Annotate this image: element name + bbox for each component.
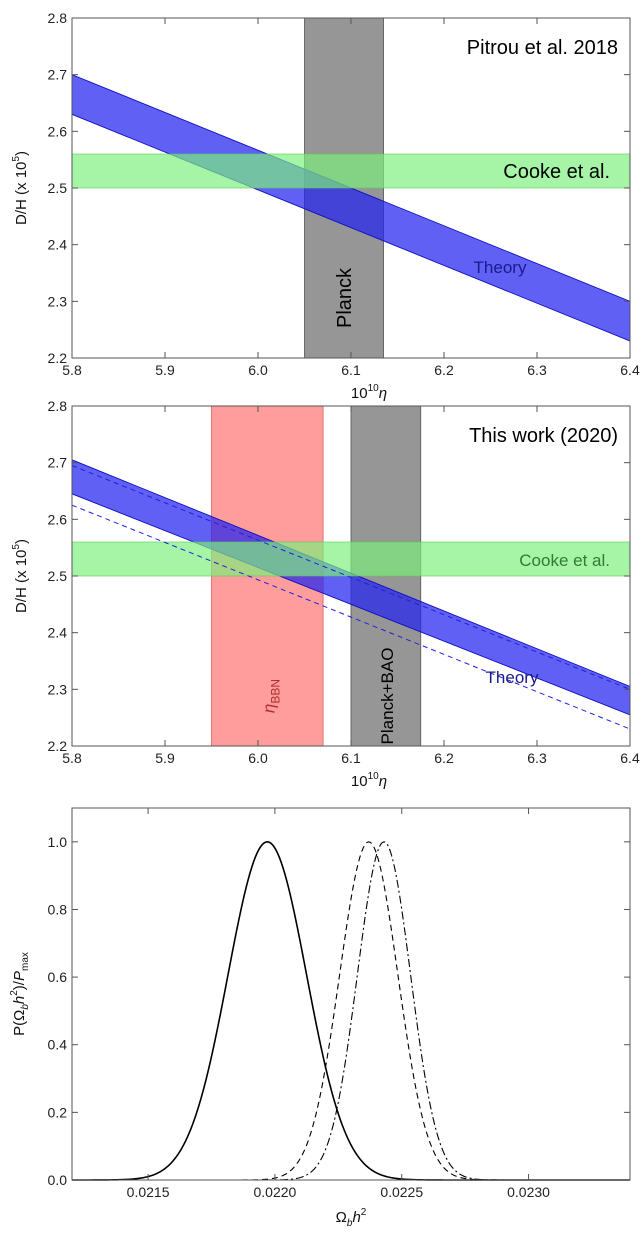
eta-bbn-label: ηBBN	[259, 679, 282, 713]
cooke-label: Cooke et al.	[519, 551, 610, 570]
x-label-var: η	[379, 385, 387, 402]
x-tick-label: 5.8	[62, 750, 82, 766]
panel-annotation-title: This work (2020)	[469, 425, 618, 447]
x-tick-label: 5.9	[155, 750, 175, 766]
cooke-label: Cooke et al.	[503, 161, 610, 183]
y-tick-label: 2.5	[48, 180, 68, 196]
x-tick-label: 0.0225	[380, 1184, 423, 1200]
y-axis-label: P(Ωbh2)/Pmax	[9, 952, 31, 1036]
x-label-sup: 10	[368, 771, 380, 782]
x-label-sup: 2	[361, 1207, 367, 1218]
y-label-end: )/	[11, 980, 28, 990]
planck-bao-label: Planck+BAO	[378, 648, 397, 745]
x-label-main: Ω	[336, 1209, 347, 1226]
y-label-end: )	[13, 539, 30, 544]
x-tick-label: 0.0230	[507, 1184, 550, 1200]
x-tick-label: 6.3	[527, 750, 547, 766]
y-label-main: D/H (x 10	[13, 550, 30, 613]
y-tick-label: 2.6	[48, 123, 68, 139]
cooke-band	[72, 541, 630, 577]
theory-band	[72, 74, 630, 342]
x-label-main: 10	[351, 773, 368, 790]
panel-pitrou-2018: 5.8 5.9 6.0 6.1 6.2 6.3 6.4 2.2 2.3 2.4 2.5 2.6 2.7 2…	[11, 10, 640, 402]
x-label-sup: 10	[368, 383, 380, 394]
plot-body	[72, 406, 630, 746]
x-tick-label: 6.0	[248, 750, 268, 766]
y-tick-label: 2.6	[48, 511, 68, 527]
y-tick-label: 2.8	[48, 398, 68, 414]
y-tick-label: 0.0	[48, 1172, 68, 1188]
theory-label: Theory	[474, 258, 527, 277]
eta-bbn-label-main: η	[259, 704, 278, 713]
y-tick-label: 0.4	[48, 1037, 68, 1053]
x-tick-label: 6.1	[341, 750, 361, 766]
y-tick-label: 2.7	[48, 67, 68, 83]
y-label-sup: 5	[11, 544, 22, 550]
posterior-curve-solid	[72, 841, 630, 1181]
theory-dashed-line	[72, 504, 630, 730]
y-tick-label: 2.2	[48, 350, 68, 366]
y-label-sup: 5	[11, 156, 22, 162]
planck-label: Planck	[334, 267, 356, 328]
y-tick-label: 2.3	[48, 681, 68, 697]
y-label-sup: 2	[9, 990, 20, 996]
x-tick-label: 6.4	[620, 362, 640, 378]
x-tick-label: 6.0	[248, 362, 268, 378]
y-tick-label: 2.5	[48, 568, 68, 584]
theory-dashed-line	[72, 465, 630, 690]
y-axis-label: D/H (x 105)	[11, 539, 30, 613]
x-axis-label: Ωbh2	[336, 1207, 367, 1229]
x-tick-label: 6.4	[620, 750, 640, 766]
y-tick-label: 0.8	[48, 901, 68, 917]
plot-frame	[71, 807, 631, 1181]
y-label-var: P	[11, 971, 28, 981]
theory-band	[72, 459, 630, 716]
y-tick-label: 2.2	[48, 738, 68, 754]
y-tick-label: 0.2	[48, 1104, 68, 1120]
eta-bbn-label-sub: BBN	[268, 679, 282, 704]
y-label-main: P(Ω	[11, 1010, 28, 1036]
y-tick-label: 2.8	[48, 10, 68, 26]
posterior-curve-dashed	[72, 841, 630, 1181]
y-tick-label: 2.4	[48, 237, 68, 253]
y-tick-label: 2.4	[48, 625, 68, 641]
x-tick-label: 5.8	[62, 362, 82, 378]
x-tick-label: 0.0220	[253, 1184, 296, 1200]
plot-body	[72, 18, 630, 358]
y-label-sub2: max	[20, 952, 31, 971]
x-tick-label: 6.1	[341, 362, 361, 378]
panel-this-work-2020: 5.8 5.9 6.0 6.1 6.2 6.3 6.4 2.2 2.3 2.4 2.5 2.6 2.7 2…	[11, 398, 640, 790]
theory-label: Theory	[486, 668, 539, 687]
x-tick-label: 6.2	[434, 750, 454, 766]
y-label-end: )	[13, 151, 30, 156]
x-axis-label: 1010η	[351, 771, 387, 790]
x-label-var: η	[379, 773, 387, 790]
x-tick-label: 0.0215	[127, 1184, 170, 1200]
y-tick-label: 2.3	[48, 293, 68, 309]
panel-posterior-distribution: 0.0215 0.0220 0.0225 0.0230 0.0 0.2 0.4 0.6 0.8 1…	[9, 807, 631, 1229]
x-label-main: 10	[351, 385, 368, 402]
y-axis-label: D/H (x 105)	[11, 151, 30, 225]
panel-annotation-title: Pitrou et al. 2018	[467, 37, 618, 59]
x-label-var: h	[352, 1209, 360, 1226]
y-tick-label: 1.0	[48, 834, 68, 850]
y-label-mid: h	[11, 996, 28, 1004]
x-axis-label: 1010η	[351, 383, 387, 402]
posterior-curve-dashdot	[72, 841, 630, 1181]
x-label-sub: b	[347, 1218, 353, 1229]
y-label-sub: b	[20, 1004, 31, 1010]
x-tick-label: 6.2	[434, 362, 454, 378]
y-label-main: D/H (x 10	[13, 162, 30, 225]
cooke-band	[72, 153, 630, 189]
x-tick-label: 5.9	[155, 362, 175, 378]
x-tick-label: 6.3	[527, 362, 547, 378]
y-tick-label: 0.6	[48, 969, 68, 985]
y-tick-label: 2.7	[48, 455, 68, 471]
